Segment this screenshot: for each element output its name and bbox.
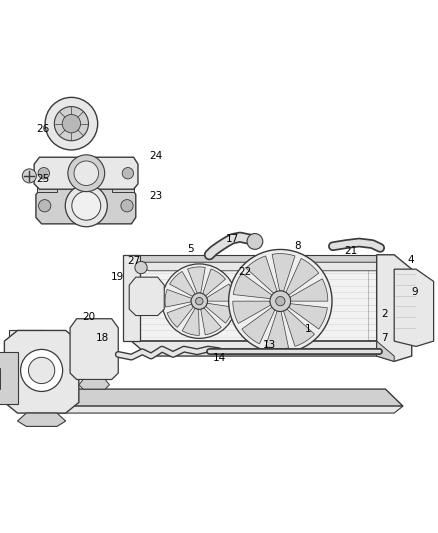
Polygon shape xyxy=(377,341,394,361)
Polygon shape xyxy=(34,157,138,189)
Polygon shape xyxy=(70,319,118,379)
Text: 5: 5 xyxy=(187,245,194,254)
Circle shape xyxy=(229,249,332,353)
Circle shape xyxy=(65,185,107,227)
Polygon shape xyxy=(123,255,140,341)
Text: 7: 7 xyxy=(381,334,388,343)
Polygon shape xyxy=(44,354,79,389)
Text: 9: 9 xyxy=(412,287,418,297)
Circle shape xyxy=(122,167,134,179)
Polygon shape xyxy=(36,188,136,224)
Polygon shape xyxy=(0,389,53,402)
Polygon shape xyxy=(246,256,277,293)
Polygon shape xyxy=(265,311,289,349)
Circle shape xyxy=(195,297,203,305)
Polygon shape xyxy=(201,308,221,335)
Text: 14: 14 xyxy=(212,353,226,363)
Text: 4: 4 xyxy=(407,255,414,265)
Polygon shape xyxy=(37,185,57,192)
Circle shape xyxy=(72,191,101,220)
Polygon shape xyxy=(233,301,271,324)
Polygon shape xyxy=(272,254,295,292)
Circle shape xyxy=(121,199,133,212)
Circle shape xyxy=(162,264,237,338)
Text: 18: 18 xyxy=(96,334,110,343)
Text: 2: 2 xyxy=(381,310,388,319)
Text: 26: 26 xyxy=(36,124,49,134)
Text: 23: 23 xyxy=(149,191,162,201)
Circle shape xyxy=(74,161,99,185)
Polygon shape xyxy=(0,352,18,404)
Polygon shape xyxy=(131,261,368,340)
Circle shape xyxy=(39,199,51,212)
Polygon shape xyxy=(205,303,233,323)
Circle shape xyxy=(28,357,55,384)
Polygon shape xyxy=(79,379,110,389)
Polygon shape xyxy=(131,261,377,341)
Polygon shape xyxy=(377,255,412,361)
Polygon shape xyxy=(44,389,403,406)
Polygon shape xyxy=(283,309,314,346)
Polygon shape xyxy=(242,307,275,344)
Polygon shape xyxy=(233,273,272,298)
Circle shape xyxy=(38,167,49,179)
Circle shape xyxy=(11,356,24,369)
Circle shape xyxy=(62,115,81,133)
Polygon shape xyxy=(165,289,191,307)
Polygon shape xyxy=(112,185,134,192)
Polygon shape xyxy=(289,304,328,329)
Polygon shape xyxy=(290,279,328,301)
Polygon shape xyxy=(18,413,66,426)
Circle shape xyxy=(21,350,63,391)
Circle shape xyxy=(7,351,28,374)
Text: 25: 25 xyxy=(36,174,49,183)
Polygon shape xyxy=(53,406,403,413)
Polygon shape xyxy=(131,255,377,262)
Circle shape xyxy=(270,291,291,311)
Circle shape xyxy=(276,296,285,306)
Polygon shape xyxy=(131,341,394,356)
Circle shape xyxy=(45,98,98,150)
Text: 24: 24 xyxy=(149,151,162,160)
Polygon shape xyxy=(9,330,44,389)
Text: 20: 20 xyxy=(82,312,95,322)
Text: 21: 21 xyxy=(344,246,357,255)
Polygon shape xyxy=(207,284,233,301)
Text: 8: 8 xyxy=(294,241,301,251)
Circle shape xyxy=(54,107,88,141)
Circle shape xyxy=(247,233,263,249)
Circle shape xyxy=(22,169,36,183)
Polygon shape xyxy=(129,277,164,316)
Polygon shape xyxy=(131,262,394,271)
Polygon shape xyxy=(394,269,434,346)
Text: 22: 22 xyxy=(239,267,252,277)
Text: 27: 27 xyxy=(127,256,140,266)
Text: 19: 19 xyxy=(111,272,124,282)
Text: 13: 13 xyxy=(263,341,276,350)
Text: 17: 17 xyxy=(226,234,239,244)
Polygon shape xyxy=(4,330,79,413)
Circle shape xyxy=(191,293,208,309)
Circle shape xyxy=(68,155,105,192)
Polygon shape xyxy=(187,267,205,293)
Circle shape xyxy=(135,261,147,274)
Polygon shape xyxy=(182,308,199,335)
Polygon shape xyxy=(286,259,319,295)
Polygon shape xyxy=(167,304,194,327)
Polygon shape xyxy=(203,269,226,296)
Polygon shape xyxy=(170,271,195,296)
Text: 1: 1 xyxy=(304,325,311,334)
